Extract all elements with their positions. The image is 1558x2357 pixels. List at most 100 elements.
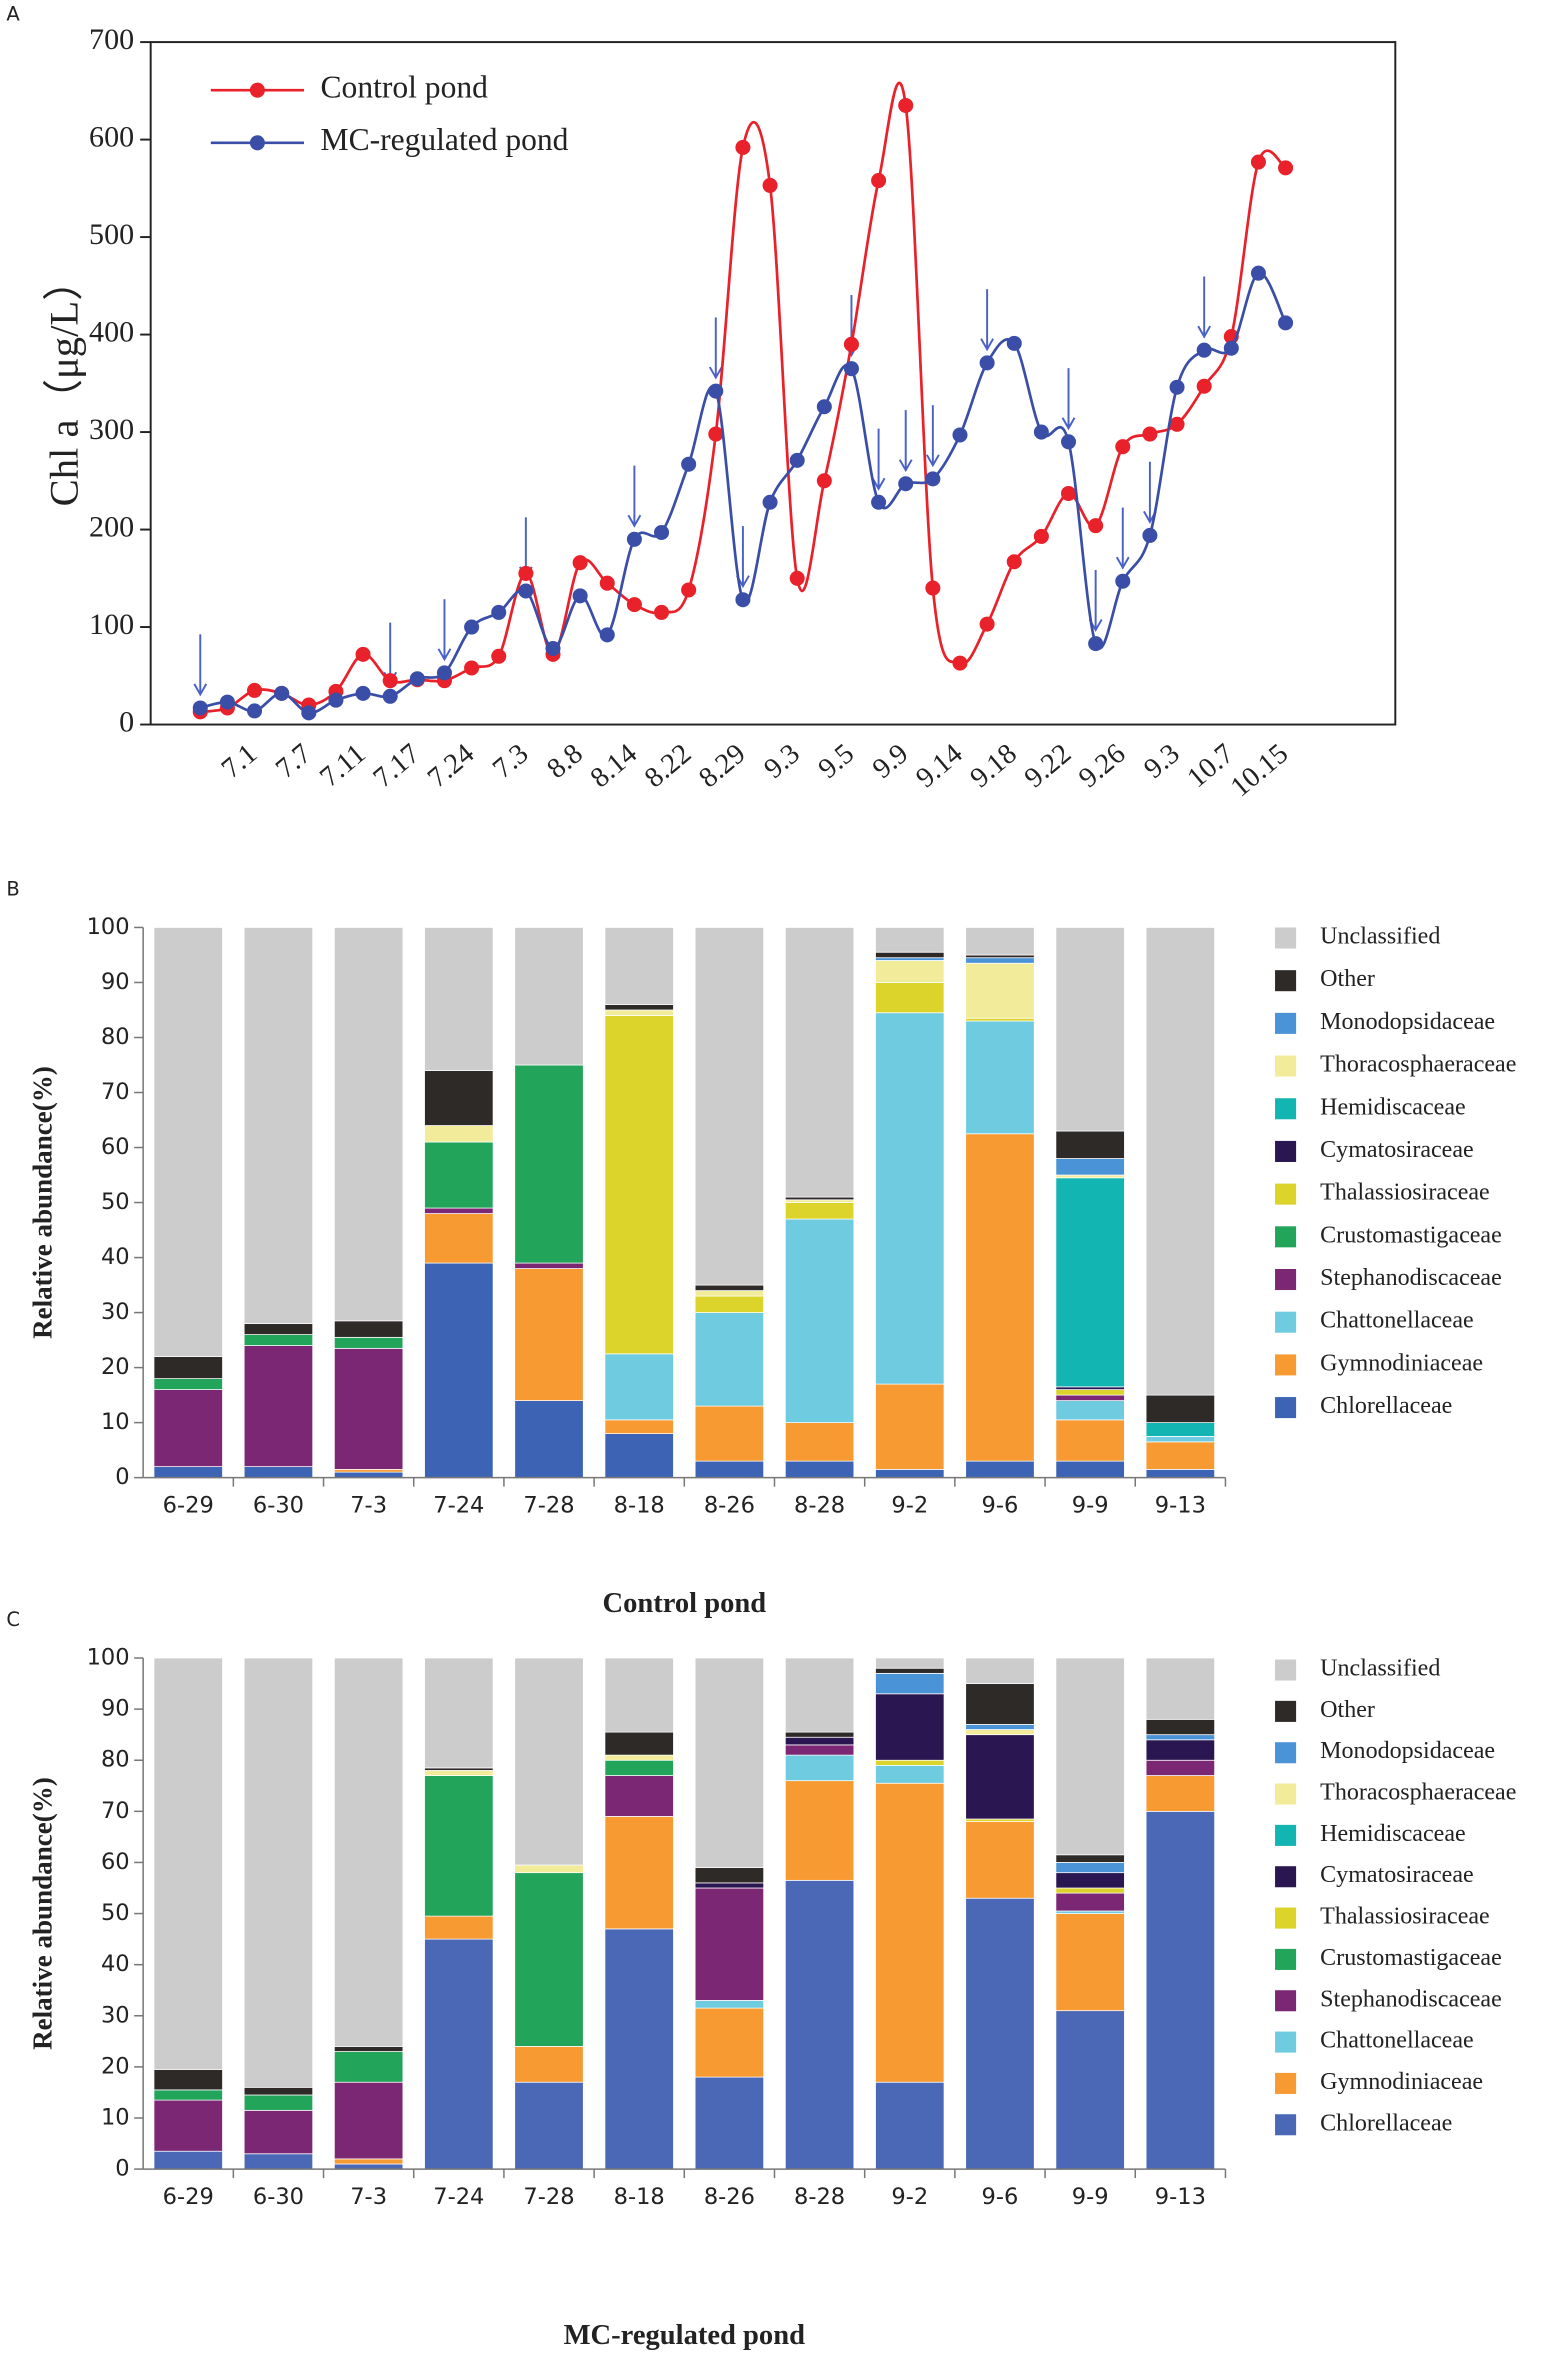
arrow-head — [1061, 417, 1076, 431]
legend-label: Other — [1320, 966, 1375, 992]
bar-segment — [1055, 1394, 1125, 1401]
legend-label: Cymatosiraceae — [1320, 1137, 1474, 1163]
point — [1196, 342, 1212, 358]
point — [735, 139, 751, 155]
legend-swatch — [1275, 1397, 1297, 1419]
y-tick-label: 40 — [101, 1244, 130, 1270]
bar-segment — [965, 927, 1035, 956]
bar-segment — [965, 1724, 1035, 1730]
point — [816, 399, 832, 415]
bar-segment — [1055, 1854, 1125, 1863]
x-tick-label: 9-9 — [1072, 2184, 1109, 2210]
bar-segment — [1055, 1657, 1125, 1856]
x-tick-label: 10.15 — [1225, 738, 1294, 803]
x-tick-label: 7-24 — [433, 2184, 484, 2210]
bar-segment — [965, 1818, 1035, 1822]
bar-segment — [153, 2150, 223, 2170]
x-tick-label: 9-13 — [1155, 2184, 1206, 2210]
x-tick-label: 9.26 — [1073, 738, 1131, 794]
bar-segment — [965, 1460, 1035, 1479]
x-tick-label: 9.9 — [867, 738, 914, 785]
arrow-head — [898, 459, 913, 473]
bar-segment — [784, 1754, 855, 1782]
arrow-head — [871, 477, 886, 491]
bar-segment — [514, 1864, 584, 1874]
bar-segment — [153, 2069, 223, 2091]
bar-segment — [965, 1683, 1035, 1725]
bar-segment — [243, 2086, 314, 2096]
legend-label: Thalassiosiraceae — [1320, 1180, 1490, 1206]
bar-segment — [875, 960, 945, 983]
bar-segment — [875, 1759, 945, 1766]
bar-segment — [153, 1356, 223, 1379]
point — [843, 361, 859, 377]
plot-frame — [149, 41, 1397, 726]
bar-segment — [694, 1882, 765, 1889]
legend-label: Stephanodiscaceae — [1320, 1986, 1502, 2012]
x-tick-label: 7.24 — [422, 738, 480, 794]
bar-segment — [424, 1938, 494, 2170]
x-tick-label: 6-29 — [163, 2184, 214, 2210]
y-axis-label: Chl a（μg/L） — [41, 260, 86, 506]
point — [301, 705, 317, 721]
x-tick-label: 7-3 — [350, 1493, 387, 1519]
bar-segment — [784, 1460, 855, 1479]
bar-segment — [694, 2076, 765, 2170]
point — [952, 655, 968, 671]
bar-segment — [424, 1657, 494, 1769]
legend-label: Monodopsidaceae — [1320, 1738, 1495, 1764]
bar-segment — [514, 2081, 584, 2170]
bar-segment — [333, 927, 404, 1322]
legend-label: Stephanodiscaceae — [1320, 1265, 1502, 1291]
bar-segment — [604, 1353, 674, 1421]
bar-segment — [1055, 1389, 1125, 1396]
bar-segment — [424, 1125, 494, 1143]
y-axis-label: Relative abundance(%) — [28, 1066, 58, 1339]
point — [436, 665, 452, 681]
bar-segment — [875, 1672, 945, 1695]
bar-segment — [1055, 1862, 1125, 1874]
bar-segment — [784, 1202, 855, 1220]
bar-segment — [1055, 1400, 1125, 1421]
bar-segment — [694, 1405, 765, 1462]
bar-segment — [333, 2046, 404, 2052]
legend-swatch — [1275, 927, 1297, 949]
x-tick-label: 7-28 — [523, 1493, 574, 1519]
bar-segment — [875, 982, 945, 1014]
bar-segment — [1055, 1419, 1125, 1462]
point — [1169, 379, 1185, 395]
point — [1115, 439, 1131, 455]
bar-segment — [333, 1469, 404, 1473]
bar-segment — [784, 1731, 855, 1738]
bar-segment — [784, 1736, 855, 1746]
point — [735, 592, 751, 608]
legend-swatch — [1275, 2031, 1297, 2053]
legend-label: Unclassified — [1320, 1656, 1440, 1682]
legend-label: Hemidiscaceae — [1320, 1094, 1466, 1120]
arrow-head — [1197, 325, 1212, 339]
panel-label: A — [6, 3, 20, 26]
legend-swatch — [1275, 1098, 1297, 1120]
x-tick-label: 8-18 — [614, 1493, 665, 1519]
point — [491, 648, 507, 664]
bar-segment — [784, 1218, 855, 1423]
legend-label: Thoracosphaeraceae — [1320, 1780, 1516, 1806]
x-tick-label: 6-30 — [253, 1493, 304, 1519]
x-tick-label: 6-29 — [163, 1493, 214, 1519]
y-tick-label: 70 — [101, 1798, 130, 1824]
legend-marker — [249, 82, 265, 98]
x-tick-label: 7.11 — [314, 738, 371, 793]
point — [355, 646, 371, 662]
point — [1006, 554, 1022, 570]
bar-segment — [1055, 1910, 1125, 1914]
point — [925, 471, 941, 487]
point — [247, 703, 263, 719]
point — [1088, 636, 1104, 652]
panel-label: C — [6, 1608, 20, 1631]
point — [1223, 340, 1239, 356]
bar-segment — [604, 1754, 674, 1761]
bar-segment — [424, 1213, 494, 1264]
y-tick-label: 80 — [101, 1747, 130, 1773]
arrow-head — [627, 514, 642, 528]
